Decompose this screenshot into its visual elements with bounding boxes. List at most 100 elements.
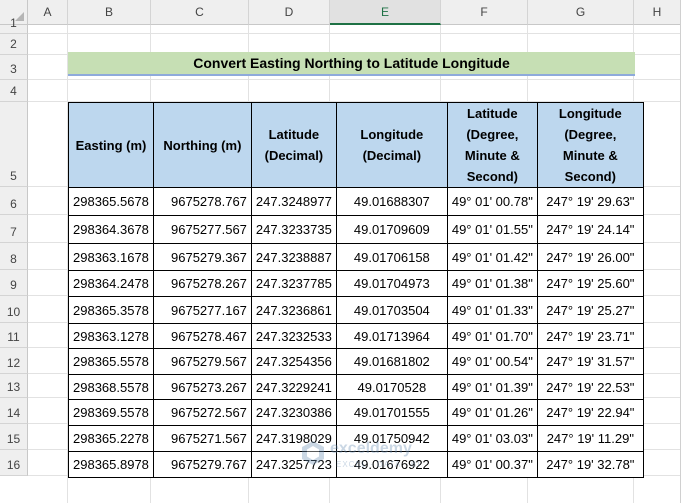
table-cell[interactable]: 9675279.767 (152, 451, 252, 478)
table-header-cell[interactable]: Northing (m) (152, 102, 252, 188)
table-cell[interactable]: 247.3232533 (250, 323, 337, 349)
table-cell[interactable]: 247° 19' 25.27" (536, 296, 644, 324)
table-cell[interactable]: 298365.8978 (68, 451, 154, 478)
row-header-9[interactable]: 9 (0, 270, 28, 296)
table-cell[interactable]: 247.3230386 (250, 399, 337, 426)
table-cell[interactable]: 49.01706158 (335, 243, 448, 271)
table-cell[interactable]: 49° 01' 01.26" (446, 399, 538, 426)
column-header-g[interactable]: G (528, 0, 634, 25)
row-header-1[interactable]: 1 (0, 16, 28, 34)
row-header-2[interactable]: 2 (0, 34, 28, 55)
row-header-16[interactable]: 16 (0, 450, 28, 476)
table-header-cell[interactable]: Latitude (Decimal) (250, 102, 337, 188)
table-cell[interactable]: 49° 01' 01.38" (446, 270, 538, 297)
table-cell[interactable]: 9675277.167 (152, 296, 252, 324)
table-cell[interactable]: 298363.1278 (68, 323, 154, 349)
table-cell[interactable]: 247° 19' 24.14" (536, 215, 644, 244)
table-cell[interactable]: 9675278.267 (152, 270, 252, 297)
table-cell[interactable]: 298365.3578 (68, 296, 154, 324)
sheet-title[interactable]: Convert Easting Northing to Latitude Lon… (68, 52, 635, 76)
table-cell[interactable]: 49° 01' 01.33" (446, 296, 538, 324)
table-cell[interactable]: 247° 19' 32.78" (536, 451, 644, 478)
table-cell[interactable]: 9675273.267 (152, 374, 252, 400)
table-cell[interactable]: 49° 01' 01.55" (446, 215, 538, 244)
table-cell[interactable]: 298364.2478 (68, 270, 154, 297)
table-cell[interactable]: 247° 19' 23.71" (536, 323, 644, 349)
table-cell[interactable]: 49.01704973 (335, 270, 448, 297)
table-cell[interactable]: 298365.5578 (68, 348, 154, 375)
row-header-12[interactable]: 12 (0, 348, 28, 374)
table-cell[interactable]: 49.01709609 (335, 215, 448, 244)
row-header-7[interactable]: 7 (0, 215, 28, 243)
select-all-corner[interactable] (0, 0, 28, 25)
table-cell[interactable]: 247.3198029 (250, 425, 337, 452)
table-cell[interactable]: 49.01676922 (335, 451, 448, 478)
table-cell[interactable]: 247.3233735 (250, 215, 337, 244)
table-header-cell[interactable]: Longitude (Decimal) (335, 102, 448, 188)
table-cell[interactable]: 298368.5578 (68, 374, 154, 400)
table-cell[interactable]: 49.01713964 (335, 323, 448, 349)
table-cell[interactable]: 247° 19' 22.53" (536, 374, 644, 400)
column-header-e[interactable]: E (330, 0, 441, 25)
row-header-8[interactable]: 8 (0, 243, 28, 270)
table-cell[interactable]: 247.3257723 (250, 451, 337, 478)
row-header-5[interactable]: 5 (0, 102, 28, 187)
table-cell[interactable]: 9675278.767 (152, 187, 252, 216)
table-cell[interactable]: 49° 01' 01.39" (446, 374, 538, 400)
table-header-cell[interactable]: Easting (m) (68, 102, 154, 188)
table-header-cell[interactable]: Latitude (Degree, Minute & Second) (446, 102, 538, 188)
table-cell[interactable]: 298364.3678 (68, 215, 154, 244)
table-cell[interactable]: 247.3229241 (250, 374, 337, 400)
row-header-14[interactable]: 14 (0, 398, 28, 424)
column-header-f[interactable]: F (441, 0, 528, 25)
row-header-15[interactable]: 15 (0, 424, 28, 450)
table-cell[interactable]: 247° 19' 11.29" (536, 425, 644, 452)
row-header-4[interactable]: 4 (0, 80, 28, 102)
table-cell[interactable]: 247.3236861 (250, 296, 337, 324)
table-cell[interactable]: 9675277.567 (152, 215, 252, 244)
column-header-b[interactable]: B (68, 0, 151, 25)
column-header-a[interactable]: A (28, 0, 68, 25)
table-cell[interactable]: 298363.1678 (68, 243, 154, 271)
table-cell[interactable]: 9675278.467 (152, 323, 252, 349)
table-cell[interactable]: 247° 19' 22.94" (536, 399, 644, 426)
table-cell[interactable]: 298369.5578 (68, 399, 154, 426)
table-cell[interactable]: 247° 19' 25.60" (536, 270, 644, 297)
table-cell[interactable]: 247.3237785 (250, 270, 337, 297)
table-cell[interactable]: 247° 19' 29.63" (536, 187, 644, 216)
header-line: Minute & (464, 148, 520, 163)
table-cell[interactable]: 49.01703504 (335, 296, 448, 324)
table-cell[interactable]: 247.3238887 (250, 243, 337, 271)
table-cell[interactable]: 49.01701555 (335, 399, 448, 426)
table-cell[interactable]: 49° 01' 00.78" (446, 187, 538, 216)
row-header-3[interactable]: 3 (0, 55, 28, 80)
table-cell[interactable]: 49.0170528 (335, 374, 448, 400)
table-cell[interactable]: 298365.5678 (68, 187, 154, 216)
table-header-cell[interactable]: Longitude (Degree, Minute & Second) (536, 102, 644, 188)
table-cell[interactable]: 9675279.367 (152, 243, 252, 271)
table-cell[interactable]: 247.3248977 (250, 187, 337, 216)
table-cell[interactable]: 9675272.567 (152, 399, 252, 426)
row-header-13[interactable]: 13 (0, 374, 28, 398)
table-cell[interactable]: 247.3254356 (250, 348, 337, 375)
table-cell[interactable]: 298365.2278 (68, 425, 154, 452)
table-cell[interactable]: 49° 01' 01.42" (446, 243, 538, 271)
row-header-11[interactable]: 11 (0, 323, 28, 348)
table-cell[interactable]: 49° 01' 03.03" (446, 425, 538, 452)
table-cell[interactable]: 49° 01' 01.70" (446, 323, 538, 349)
table-cell[interactable]: 247° 19' 31.57" (536, 348, 644, 375)
table-cell[interactable]: 49° 01' 00.54" (446, 348, 538, 375)
table-cell[interactable]: 49.01681802 (335, 348, 448, 375)
column-header-d[interactable]: D (249, 0, 330, 25)
table-cell[interactable]: 49.01750942 (335, 425, 448, 452)
table-cell[interactable]: 49.01688307 (335, 187, 448, 216)
column-header-h[interactable]: H (634, 0, 681, 25)
table-cell[interactable]: 247° 19' 26.00" (536, 243, 644, 271)
table-cell[interactable]: 9675279.567 (152, 348, 252, 375)
column-header-c[interactable]: C (151, 0, 249, 25)
table-cell[interactable]: 9675271.567 (152, 425, 252, 452)
row-header-6[interactable]: 6 (0, 187, 28, 215)
row-header-10[interactable]: 10 (0, 296, 28, 323)
table-cell[interactable]: 49° 01' 00.37" (446, 451, 538, 478)
header-line: Longitude (360, 127, 424, 142)
